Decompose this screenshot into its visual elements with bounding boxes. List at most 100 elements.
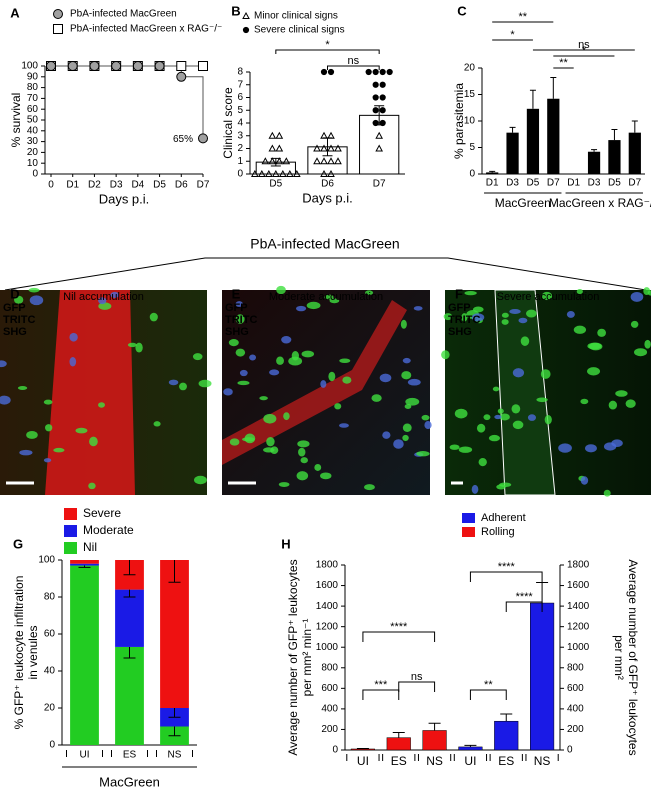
y-axis-label: per mm² min⁻¹ xyxy=(300,619,314,697)
y-tick-label: 90 xyxy=(27,71,39,82)
error-bar xyxy=(536,581,549,604)
cell xyxy=(544,414,552,425)
significance-bracket xyxy=(469,571,543,582)
cell xyxy=(149,312,158,322)
error-bar xyxy=(168,560,181,583)
cell xyxy=(223,388,233,396)
error-bar xyxy=(591,149,598,152)
survival-point xyxy=(89,61,100,71)
cell xyxy=(69,332,78,342)
y-tick-label: 30 xyxy=(27,136,39,147)
panel-letter: D xyxy=(10,286,19,301)
bar xyxy=(587,151,601,174)
y-tick-label: 1800 xyxy=(567,560,590,571)
cell xyxy=(540,369,551,379)
y-axis-label: per mm² xyxy=(612,635,626,680)
significance-bracket xyxy=(505,601,543,612)
cell xyxy=(198,379,212,388)
y-tick-label: 20 xyxy=(27,147,39,158)
y-tick-label: 8 xyxy=(237,67,243,78)
cell xyxy=(520,336,530,346)
x-bracket xyxy=(66,750,103,757)
error-bar xyxy=(550,77,557,99)
bar-segment xyxy=(115,589,144,647)
cell xyxy=(597,328,607,337)
significance-bracket xyxy=(362,689,400,700)
y-tick-label: 800 xyxy=(321,662,338,673)
survival-point xyxy=(198,61,208,71)
survival-point xyxy=(67,61,78,71)
cell xyxy=(407,378,421,386)
image-title: Nil accumulation xyxy=(63,291,144,303)
score-point xyxy=(379,94,386,101)
y-tick-label: 80 xyxy=(44,592,56,603)
y-tick-label: 1200 xyxy=(567,621,590,632)
cell xyxy=(402,423,412,432)
error-bar xyxy=(489,170,496,173)
cell xyxy=(488,434,500,442)
cell xyxy=(135,342,143,353)
score-point xyxy=(275,157,284,165)
score-point xyxy=(320,144,328,152)
score-point xyxy=(250,169,259,177)
channel-label: GFP xyxy=(3,302,26,314)
y-tick-label: 1800 xyxy=(316,560,339,571)
cell xyxy=(511,404,521,414)
cell xyxy=(461,313,468,322)
bar xyxy=(458,746,483,751)
cell xyxy=(276,285,286,295)
bar xyxy=(350,748,375,751)
cell xyxy=(379,373,392,383)
panel-letter: F xyxy=(455,286,463,301)
cell xyxy=(179,382,187,391)
score-point xyxy=(320,131,328,139)
cell xyxy=(464,291,477,296)
score-point xyxy=(365,68,372,76)
cell xyxy=(194,475,207,485)
cell xyxy=(382,431,391,439)
y-tick-label: 40 xyxy=(44,666,56,677)
error-bar xyxy=(123,646,136,659)
bar xyxy=(608,140,621,174)
score-point xyxy=(327,131,335,139)
group-label: MacGreen xyxy=(99,774,160,789)
cell xyxy=(512,368,525,378)
cell xyxy=(306,301,321,310)
cell xyxy=(228,339,239,347)
y-tick-label: 50 xyxy=(27,115,39,126)
y-axis-label: in venules xyxy=(26,625,40,679)
group-label: MacGreen x RAG⁻/⁻ xyxy=(549,196,651,210)
score-point xyxy=(379,81,386,88)
cell xyxy=(580,476,589,485)
cell xyxy=(281,336,292,344)
cell xyxy=(98,402,105,408)
survival-point xyxy=(132,61,143,71)
error-bar xyxy=(509,126,516,133)
legend-swatch xyxy=(462,513,475,523)
cell xyxy=(421,414,430,421)
score-point xyxy=(372,119,379,127)
cell xyxy=(43,399,53,405)
image-title: Moderate accumulation xyxy=(269,291,383,303)
x-tick-label: D5 xyxy=(527,178,540,189)
survival-point xyxy=(176,71,187,82)
cell xyxy=(342,376,352,384)
channel-label: SHG xyxy=(448,326,472,338)
y-tick-label: 5 xyxy=(469,142,475,153)
cell xyxy=(496,484,506,490)
bar xyxy=(494,720,519,751)
cell xyxy=(244,433,256,444)
y-tick-label: 0 xyxy=(32,169,38,180)
y-tick-label: 3 xyxy=(237,130,243,141)
legend-swatch xyxy=(64,525,77,537)
cell xyxy=(401,371,412,380)
cell xyxy=(98,302,112,310)
y-tick-label: 1000 xyxy=(316,642,339,653)
panel-letter: H xyxy=(281,536,290,551)
cell xyxy=(297,440,310,448)
x-tick-label: D5 xyxy=(153,180,166,191)
significance-bracket xyxy=(398,681,436,692)
y-tick-label: 1600 xyxy=(316,580,339,591)
y-axis-label: % parasitemia xyxy=(452,83,466,159)
cell xyxy=(235,314,245,324)
